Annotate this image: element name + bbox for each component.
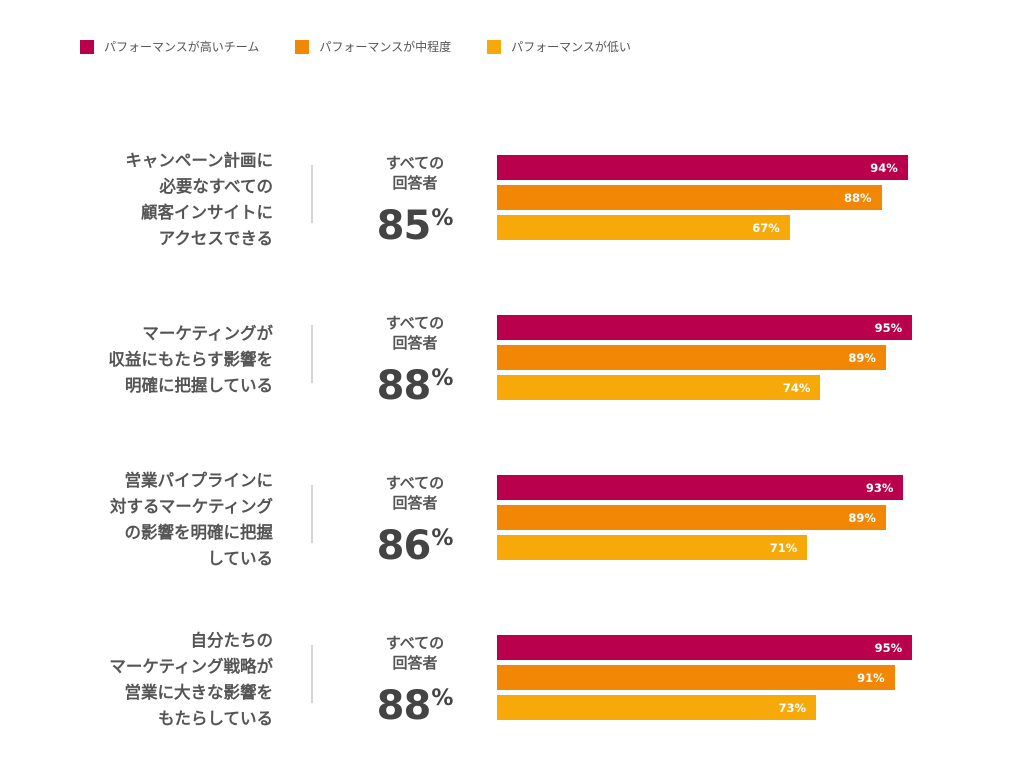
all-respondents-value: 88% (360, 675, 470, 730)
all-respondents-value: 85% (360, 195, 470, 250)
all-respondents-label: すべての (385, 314, 445, 332)
bar-value-label: 71% (769, 540, 798, 555)
question-line: している (207, 549, 273, 568)
question-line: 対するマーケティング (109, 497, 273, 516)
all-respondents-number: 88 (376, 683, 432, 729)
bar-set: 95% 91% 73% (497, 625, 927, 725)
all-respondents-number: 88 (376, 363, 432, 409)
question-line: 必要なすべての (159, 177, 273, 196)
bar-value-label: 91% (857, 670, 885, 685)
legend: パフォーマンスが高いチーム パフォーマンスが中程度 パフォーマンスが低い (80, 38, 667, 55)
all-respondents: すべての回答者 88% (360, 313, 470, 410)
question-line: 営業パイプラインに (124, 471, 274, 490)
bar: 73% (497, 695, 816, 720)
all-respondents-unit: % (431, 366, 454, 391)
legend-label-low: パフォーマンスが低い (511, 40, 631, 54)
question-line: の影響を明確に把握 (124, 523, 274, 542)
question-line: アクセスできる (158, 229, 273, 248)
bar-value-label: 95% (874, 320, 903, 335)
question-line: 収益にもたらす影響を (108, 350, 273, 369)
all-respondents-label: 回答者 (392, 654, 438, 672)
bar-set: 95% 89% 74% (497, 305, 927, 405)
legend-swatch-mid (295, 39, 310, 54)
chart-group: 営業パイプラインに対するマーケティングの影響を明確に把握している すべての回答者 8… (0, 465, 1023, 585)
bar-value-label: 93% (865, 480, 894, 495)
all-respondents-label: 回答者 (392, 334, 438, 352)
legend-item-low: パフォーマンスが低い (487, 38, 631, 55)
all-respondents-unit: % (431, 526, 454, 551)
question-line: 明確に把握している (124, 376, 273, 395)
all-respondents-unit: % (431, 686, 454, 711)
divider (311, 325, 313, 383)
bar-value-label: 94% (870, 160, 898, 175)
bar: 71% (497, 535, 808, 560)
all-respondents-label: 回答者 (392, 494, 438, 512)
legend-label-mid: パフォーマンスが中程度 (319, 40, 452, 54)
legend-label-high: パフォーマンスが高いチーム (104, 40, 260, 54)
bar-value-label: 74% (782, 380, 811, 395)
bar-value-label: 95% (874, 640, 903, 655)
question-line: キャンペーン計画に (125, 151, 273, 170)
question-line: 自分たちの (190, 631, 274, 650)
bar-set: 94% 88% 67% (497, 145, 927, 245)
question-line: 顧客インサイトに (141, 203, 273, 222)
all-respondents-label: すべての (385, 474, 445, 492)
question-line: マーケティングが (142, 324, 273, 343)
bar: 95% (497, 315, 913, 340)
bar-value-label: 73% (778, 700, 806, 715)
divider (311, 485, 313, 543)
all-respondents-number: 85 (376, 203, 432, 249)
divider (311, 645, 313, 703)
question-line: マーケティング戦略が (109, 657, 273, 676)
bar-value-label: 89% (848, 350, 876, 365)
legend-item-high: パフォーマンスが高いチーム (80, 38, 259, 55)
all-respondents-label: すべての (385, 634, 445, 652)
divider (311, 165, 313, 223)
chart-group: マーケティングが収益にもたらす影響を明確に把握している すべての回答者 88% 95%… (0, 305, 1023, 425)
all-respondents: すべての回答者 85% (360, 153, 470, 250)
bar-set: 93% 89% 71% (497, 465, 927, 565)
all-respondents-value: 86% (360, 515, 470, 570)
question-line: 営業に大きな影響を (124, 683, 274, 702)
bar: 93% (497, 475, 904, 500)
all-respondents-unit: % (431, 206, 454, 231)
bar-value-label: 88% (844, 190, 872, 205)
bar: 88% (497, 185, 882, 210)
all-respondents-label: すべての (385, 154, 445, 172)
bar-value-label: 89% (848, 510, 876, 525)
question-text: 自分たちのマーケティング戦略が営業に大きな影響をもたらしている (33, 628, 273, 732)
legend-swatch-high (80, 39, 94, 54)
bar: 74% (497, 375, 821, 400)
question-line: もたらしている (157, 709, 273, 728)
all-respondents-value: 88% (360, 355, 470, 410)
bar: 95% (497, 635, 913, 660)
legend-item-mid: パフォーマンスが中程度 (295, 38, 451, 55)
question-text: マーケティングが収益にもたらす影響を明確に把握している (33, 321, 273, 399)
chart-group: 自分たちのマーケティング戦略が営業に大きな影響をもたらしている すべての回答者 88… (0, 625, 1023, 745)
bar: 67% (497, 215, 790, 240)
all-respondents: すべての回答者 86% (360, 473, 470, 570)
bar: 89% (497, 345, 886, 370)
all-respondents-number: 86 (376, 523, 432, 569)
legend-swatch-low (487, 39, 502, 54)
bar-value-label: 67% (752, 220, 780, 235)
question-text: キャンペーン計画に必要なすべての顧客インサイトにアクセスできる (33, 148, 273, 252)
chart-group: キャンペーン計画に必要なすべての顧客インサイトにアクセスできる すべての回答者 85… (0, 145, 1023, 265)
all-respondents-label: 回答者 (392, 174, 438, 192)
bar: 89% (497, 505, 886, 530)
all-respondents: すべての回答者 88% (360, 633, 470, 730)
bar: 94% (497, 155, 908, 180)
bar: 91% (497, 665, 895, 690)
question-text: 営業パイプラインに対するマーケティングの影響を明確に把握している (33, 468, 273, 572)
